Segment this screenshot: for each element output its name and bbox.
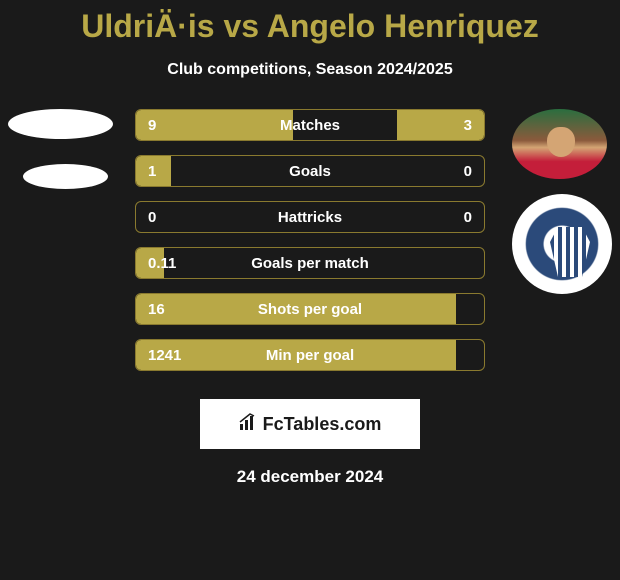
fctables-logo: FcTables.com — [200, 399, 420, 449]
player1-photo-placeholder — [8, 109, 113, 139]
stat-row-mpg: 1241 Min per goal — [135, 339, 485, 371]
stat-row-matches: 9 Matches 3 — [135, 109, 485, 141]
stat-right-value: 0 — [464, 209, 472, 226]
left-player-col — [8, 109, 113, 214]
player2-photo — [512, 109, 607, 179]
chart-icon — [239, 413, 257, 436]
stat-label: Hattricks — [136, 209, 484, 226]
stats-column: 9 Matches 3 1 Goals 0 0 Hattricks 0 0.11… — [135, 109, 485, 385]
stat-label: Matches — [136, 117, 484, 134]
stat-label: Goals per match — [136, 255, 484, 272]
snapshot-date: 24 december 2024 — [0, 467, 620, 487]
stat-label: Goals — [136, 163, 484, 180]
player2-club-badge — [512, 194, 612, 294]
stat-row-goals: 1 Goals 0 — [135, 155, 485, 187]
stat-label: Shots per goal — [136, 301, 484, 318]
page-title: UldriÄ·is vs Angelo Henriquez — [0, 0, 620, 45]
stat-row-hattricks: 0 Hattricks 0 — [135, 201, 485, 233]
season-subtitle: Club competitions, Season 2024/2025 — [0, 61, 620, 79]
right-player-col — [512, 109, 612, 294]
comparison-area: 9 Matches 3 1 Goals 0 0 Hattricks 0 0.11… — [0, 109, 620, 389]
logo-text: FcTables.com — [263, 414, 382, 435]
stat-label: Min per goal — [136, 347, 484, 364]
stat-right-value: 3 — [464, 117, 472, 134]
player1-club-placeholder — [23, 164, 108, 189]
stat-row-gpm: 0.11 Goals per match — [135, 247, 485, 279]
stat-row-spg: 16 Shots per goal — [135, 293, 485, 325]
stat-right-value: 0 — [464, 163, 472, 180]
